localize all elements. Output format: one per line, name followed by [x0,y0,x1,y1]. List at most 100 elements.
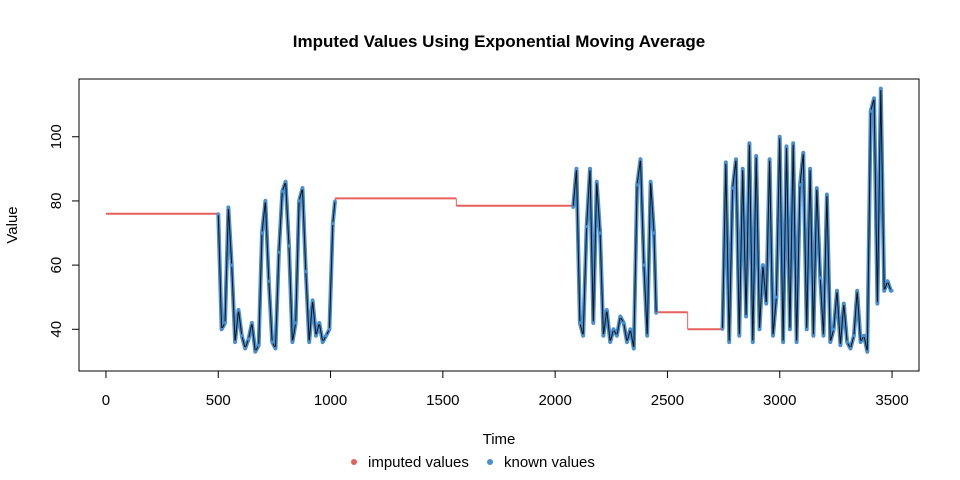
x-tick-label-1: 500 [206,392,231,409]
known-point [852,334,856,338]
known-point [731,186,735,190]
legend-label-1: known values [504,454,595,471]
known-point [835,289,839,293]
known-point [611,327,616,331]
known-point [788,327,792,331]
known-point [764,302,768,306]
known-point [862,334,866,338]
known-point [757,327,762,331]
known-point [795,340,799,344]
legend-marker-0 [351,459,357,465]
known-point [230,263,234,267]
known-point [321,340,325,344]
x-axis-label: Time [483,431,516,448]
known-point [220,327,224,331]
x-tick-label-7: 3500 [875,392,908,409]
x-tick-label-6: 3000 [763,392,796,409]
known-point [581,334,585,338]
known-line-1 [572,159,657,349]
known-point [277,250,281,254]
known-point [243,346,247,351]
known-point [869,109,873,113]
known-point [601,334,606,338]
known-point [761,263,765,267]
known-point [300,186,305,190]
y-axis-label: Value [4,206,21,243]
known-point [649,180,653,184]
known-point [845,340,849,344]
known-point [747,141,752,145]
known-point [632,346,636,351]
x-tick-label-2: 1000 [314,392,347,409]
known-point [774,295,779,299]
known-point [304,269,308,274]
known-point [585,225,589,229]
known-point [815,186,819,190]
x-tick-label-3: 1500 [426,392,459,409]
x-tick-label-0: 0 [102,392,110,409]
known-point [781,340,785,344]
known-point [872,96,876,100]
known-point [216,212,220,216]
legend-item-1: known values [487,454,595,471]
known-point [808,167,812,171]
known-point [591,321,595,325]
known-point [287,244,291,248]
known-point [273,346,278,351]
known-point [798,183,802,187]
legend-item-0: imputed values [351,454,469,471]
y-tick-label-1: 60 [48,257,65,274]
known-point [875,302,880,306]
known-point [805,327,809,331]
known-point [801,151,805,155]
known-point [311,298,315,302]
known-point [263,199,267,203]
legend-marker-1 [487,459,493,465]
known-point [638,157,643,161]
known-point [625,340,629,344]
known-point [605,308,609,312]
known-point [855,289,859,293]
x-tick-label-4: 2000 [538,392,571,409]
y-tick-label-3: 100 [48,124,65,149]
known-point [645,334,649,338]
legend: imputed values known values [351,454,595,471]
known-point [811,334,816,338]
known-point [608,340,612,344]
known-point [886,279,890,283]
known-point [771,334,775,338]
known-point [247,337,251,341]
known-line-2 [722,88,892,352]
y-tick-label-0: 40 [48,321,65,338]
known-point [317,321,321,325]
known-point [828,340,832,344]
known-point [848,346,853,351]
known-point [270,340,274,344]
known-point [250,321,254,325]
known-point [791,141,795,145]
known-point [595,180,599,184]
known-point [618,314,622,319]
known-point [865,350,869,354]
known-point [260,231,264,235]
known-point [737,334,741,338]
known-point [741,167,745,171]
known-point [236,308,241,312]
known-point [720,327,725,331]
known-point [622,321,626,325]
known-point [297,199,301,203]
known-point [290,340,294,344]
known-point [333,199,337,203]
known-point [859,340,863,344]
known-point [724,160,728,164]
known-point [571,205,575,209]
known-line-0 [217,181,336,354]
known-point [284,180,288,184]
known-point [615,334,619,338]
known-point [257,343,261,347]
x-tick-label-5: 2500 [651,392,684,409]
known-point [784,144,789,148]
known-point [768,157,772,161]
known-point [294,321,298,325]
known-point [754,154,758,158]
